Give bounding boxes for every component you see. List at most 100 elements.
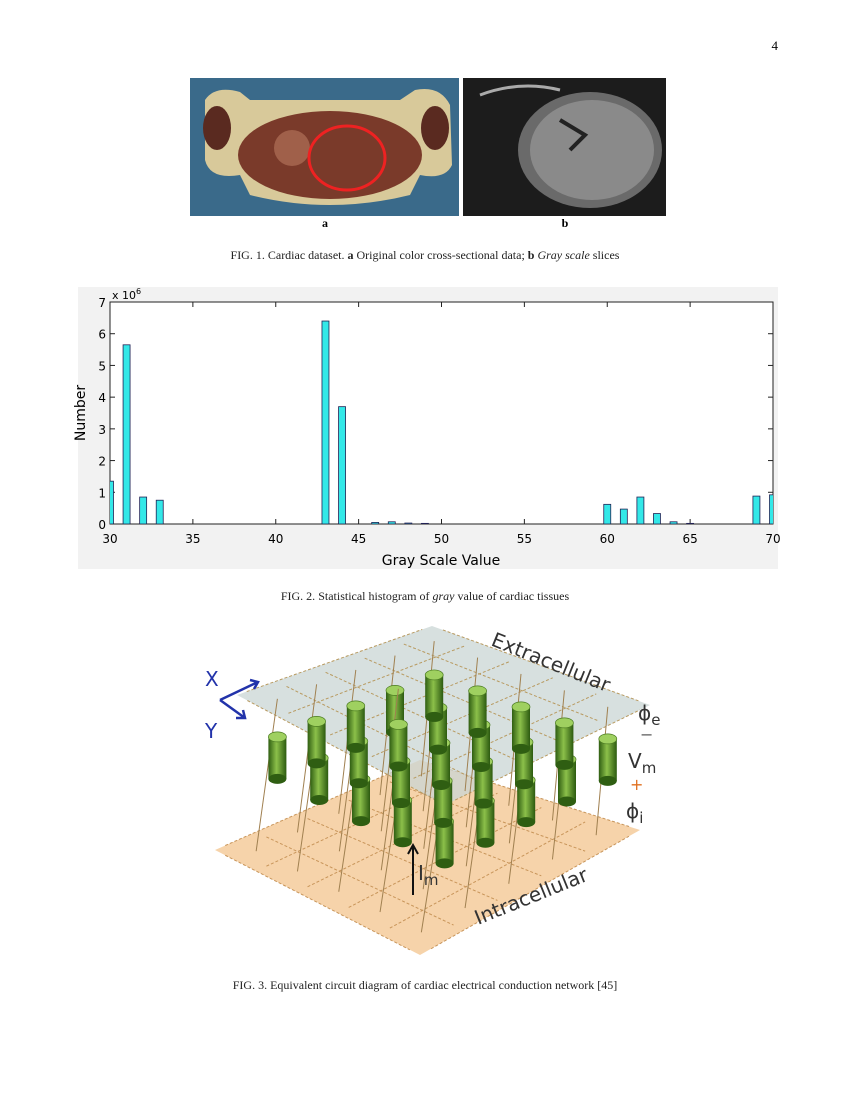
potential-label: ϕi bbox=[626, 799, 643, 827]
sign: − bbox=[640, 725, 653, 744]
capacitor-bottom bbox=[474, 798, 493, 809]
resistor-line bbox=[288, 645, 466, 714]
caption-text: Original color cross-sectional data; bbox=[356, 248, 525, 262]
x-tick-label: 40 bbox=[268, 532, 283, 546]
y-tick-label: 5 bbox=[98, 359, 106, 373]
caption: FIG. 3. Equivalent circuit diagram of ca… bbox=[0, 978, 850, 993]
capacitor-bottom bbox=[472, 761, 490, 772]
caption-text: Cardiac dataset. bbox=[267, 248, 345, 262]
capacitor-top bbox=[268, 731, 287, 743]
resistor-line bbox=[389, 821, 586, 929]
histogram: Number Gray Scale Value x 106 0123456730… bbox=[73, 287, 781, 569]
capacitor-bottom bbox=[432, 780, 450, 790]
symbol: V bbox=[628, 749, 642, 773]
capacitor-bottom bbox=[515, 779, 533, 790]
capacitor bbox=[434, 780, 453, 823]
current-arrow bbox=[407, 842, 419, 895]
resistor-line bbox=[455, 709, 640, 801]
capacitor-top bbox=[424, 669, 444, 681]
panel-label: b bbox=[562, 216, 569, 230]
capacitor-bottom bbox=[349, 778, 368, 789]
plot-frame bbox=[109, 301, 774, 525]
capacitor-top bbox=[468, 685, 487, 697]
panel-label: a bbox=[322, 216, 328, 230]
capacitor bbox=[474, 761, 493, 804]
capacitor bbox=[558, 759, 576, 802]
x-tick-label: 55 bbox=[517, 532, 532, 546]
capacitor bbox=[598, 738, 617, 781]
caption: FIG. 1. Cardiac dataset. a Original colo… bbox=[0, 248, 850, 263]
capacitor-top bbox=[307, 716, 326, 727]
caption-label: FIG. 1. bbox=[230, 248, 265, 262]
resistor-line bbox=[246, 628, 423, 693]
capacitor bbox=[352, 779, 370, 822]
capacitor-bottom bbox=[476, 837, 495, 848]
capacitor-top bbox=[389, 719, 408, 730]
capacitor-bottom bbox=[425, 711, 444, 722]
bar bbox=[769, 494, 773, 524]
y-axis-label: Number bbox=[73, 385, 89, 441]
bar bbox=[619, 508, 628, 524]
caption-label: FIG. 2. bbox=[280, 589, 316, 603]
capacitor-bottom bbox=[429, 744, 447, 755]
bar bbox=[122, 344, 131, 524]
y-tick-label: 3 bbox=[98, 423, 106, 437]
caption-label: FIG. 3. bbox=[232, 978, 268, 992]
capacitor-bottom bbox=[558, 796, 576, 807]
capacitor bbox=[476, 800, 495, 843]
capacitor bbox=[389, 724, 408, 767]
subscript: m bbox=[642, 759, 657, 777]
voltage-label: Vm bbox=[628, 749, 656, 777]
resistor-line bbox=[266, 778, 454, 867]
resistor-line bbox=[225, 764, 410, 846]
bar bbox=[686, 522, 695, 524]
caption-text: a bbox=[347, 248, 354, 262]
y-arrow bbox=[219, 698, 247, 720]
y-multiplier: x 106 bbox=[112, 287, 141, 302]
axis-label: X bbox=[205, 667, 219, 691]
capacitor bbox=[517, 780, 536, 823]
figure1-image-a bbox=[190, 78, 459, 216]
wire bbox=[296, 684, 318, 833]
caption-text: Gray scale bbox=[537, 248, 590, 262]
bar bbox=[404, 522, 413, 524]
multiplier-exponent: 6 bbox=[136, 287, 141, 296]
capacitor-bottom bbox=[268, 773, 287, 784]
capacitor-bottom bbox=[393, 837, 412, 848]
capacitor bbox=[555, 722, 574, 765]
subscript: i bbox=[639, 809, 643, 827]
capacitor bbox=[512, 706, 530, 749]
capacitor bbox=[268, 736, 287, 779]
resistor-line bbox=[430, 835, 630, 950]
capacitor bbox=[346, 705, 365, 748]
potential-label: ϕe bbox=[638, 701, 660, 729]
current-label: Im bbox=[418, 861, 439, 889]
x-tick-label: 65 bbox=[682, 532, 697, 546]
capacitor bbox=[392, 761, 410, 804]
axis-label: Y bbox=[204, 719, 218, 743]
capacitor-bottom bbox=[517, 817, 536, 828]
bar bbox=[139, 496, 148, 524]
resistor-line bbox=[413, 693, 597, 779]
bars bbox=[110, 320, 773, 524]
caption-text: b bbox=[527, 248, 535, 262]
caption-text: value of cardiac tissues bbox=[457, 589, 570, 603]
capacitor-bottom bbox=[392, 798, 410, 809]
caption-text: gray bbox=[432, 589, 455, 603]
capacitor bbox=[468, 690, 487, 733]
x-tick-label: 70 bbox=[765, 532, 780, 546]
capacitor-top bbox=[555, 717, 574, 729]
bar bbox=[752, 495, 761, 524]
capacitor-bottom bbox=[512, 743, 530, 754]
x-axis-label: Gray Scale Value bbox=[382, 553, 500, 569]
subscript: m bbox=[424, 871, 439, 889]
bar bbox=[110, 480, 114, 524]
sign: + bbox=[630, 775, 643, 794]
capacitor-bottom bbox=[310, 794, 329, 805]
bar bbox=[387, 521, 396, 524]
figure1-image-b bbox=[463, 78, 666, 216]
y-tick-label: 2 bbox=[98, 455, 106, 469]
bar bbox=[636, 496, 645, 524]
